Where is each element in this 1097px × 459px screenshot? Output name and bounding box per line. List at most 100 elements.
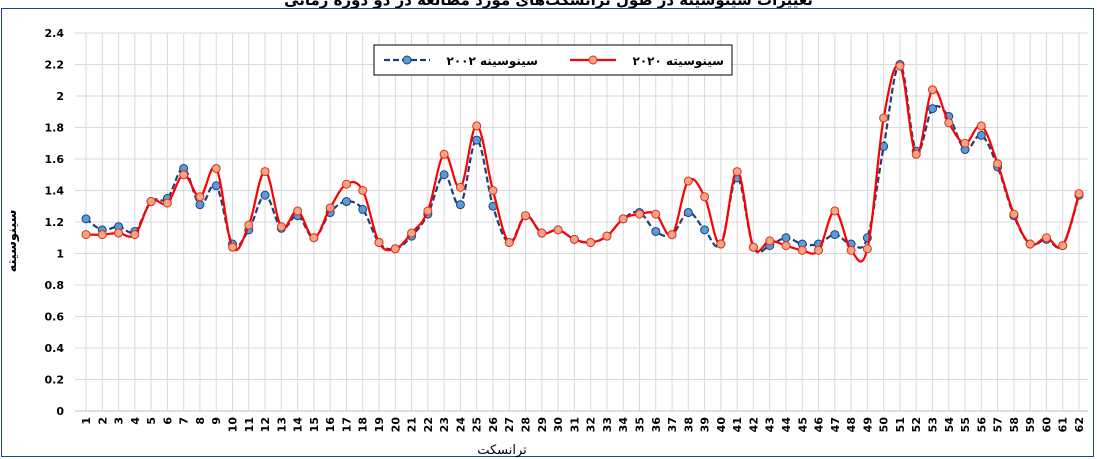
x-tick-label: 57 xyxy=(992,417,1005,432)
data-point xyxy=(81,214,91,224)
x-tick-label: 47 xyxy=(829,417,842,432)
data-point xyxy=(228,242,238,252)
legend: سینوسیته ۲۰۲۰ سینوسینه ۲۰۰۲ xyxy=(373,44,733,76)
data-point xyxy=(781,241,791,251)
data-point xyxy=(846,245,856,255)
data-point xyxy=(879,113,889,123)
data-point xyxy=(423,206,433,216)
y-tick-label: 0.6 xyxy=(45,311,65,324)
data-point xyxy=(358,186,368,195)
chart-caption: تغییرات سینوسیته در طول ترانسکت‌های مورد… xyxy=(0,0,1097,8)
x-tick-label: 10 xyxy=(227,417,240,433)
x-tick-label: 30 xyxy=(552,417,565,433)
x-tick-label: 31 xyxy=(568,417,581,432)
y-tick-label: 2.2 xyxy=(45,59,65,72)
x-tick-label: 7 xyxy=(178,417,191,425)
data-point xyxy=(537,228,547,238)
x-tick-label: 48 xyxy=(845,417,858,432)
data-point xyxy=(1058,241,1068,251)
x-tick-label: 38 xyxy=(682,417,695,432)
x-tick-label: 28 xyxy=(520,417,533,432)
x-tick-label: 25 xyxy=(471,417,484,432)
legend-label-2020: سینوسیته ۲۰۲۰ xyxy=(633,54,724,69)
x-tick-label: 15 xyxy=(308,417,321,432)
y-tick-label: 0 xyxy=(56,405,64,418)
data-point xyxy=(130,230,140,240)
data-point xyxy=(211,181,221,191)
x-tick-label: 17 xyxy=(340,417,353,432)
x-tick-label: 44 xyxy=(780,417,793,433)
x-tick-label: 42 xyxy=(747,417,760,432)
x-tick-label: 33 xyxy=(601,417,614,432)
x-tick-label: 55 xyxy=(959,417,972,432)
y-tick-label: 1.4 xyxy=(45,185,65,198)
x-tick-label: 5 xyxy=(145,417,158,425)
data-point xyxy=(374,237,384,247)
x-tick-label: 51 xyxy=(894,417,907,432)
legend-label-2002: سینوسینه ۲۰۰۲ xyxy=(447,54,538,69)
data-point xyxy=(276,222,286,232)
x-tick-label: 62 xyxy=(1073,417,1086,432)
data-point xyxy=(211,163,221,173)
x-tick-label: 46 xyxy=(813,417,826,433)
data-point xyxy=(439,149,449,159)
x-tick-label: 14 xyxy=(292,417,305,433)
y-tick-label: 1.6 xyxy=(45,153,65,166)
data-point xyxy=(634,209,644,219)
data-point xyxy=(1041,233,1051,243)
axis-layer: 00.20.40.60.811.21.41.61.822.22.41 2 3 4 5 6 7… xyxy=(45,27,1088,433)
x-tick-label: 52 xyxy=(910,417,923,432)
data-point xyxy=(179,170,189,180)
data-point xyxy=(781,233,791,243)
data-point xyxy=(553,225,563,235)
x-tick-label: 1 xyxy=(80,417,93,425)
x-tick-label: 20 xyxy=(389,417,402,433)
x-tick-label: 35 xyxy=(633,417,646,432)
x-tick-label: 6 xyxy=(161,417,174,425)
data-point xyxy=(862,244,872,254)
data-point xyxy=(683,176,693,186)
series-2020 xyxy=(81,61,1084,263)
x-tick-label: 4 xyxy=(129,417,142,425)
y-tick-label: 2.4 xyxy=(45,27,65,40)
x-tick-label: 54 xyxy=(943,417,956,433)
data-point xyxy=(293,206,303,216)
x-tick-label: 27 xyxy=(503,417,516,432)
x-tick-label: 41 xyxy=(731,417,744,432)
data-point xyxy=(586,237,596,247)
x-tick-label: 22 xyxy=(422,417,435,432)
x-tick-label: 21 xyxy=(406,417,419,432)
chart-frame: 0 0.2 0.4 0.6 0.8 1 1.2 1.4 1.6 1.8 2 2.2 2.4 1 2 3 4 5 6 7… xyxy=(1,8,1094,458)
x-tick-label: 40 xyxy=(715,417,728,433)
data-point xyxy=(472,135,482,145)
x-tick-label: 19 xyxy=(373,417,386,432)
data-point xyxy=(407,228,417,238)
data-point xyxy=(895,61,905,71)
chart-svg: 00.20.40.60.811.21.41.61.822.22.41 2 3 4 5 6 7… xyxy=(5,27,1088,458)
x-tick-label: 23 xyxy=(438,417,451,432)
x-tick-label: 11 xyxy=(243,417,256,432)
data-point xyxy=(765,236,775,246)
y-tick-label: 0.8 xyxy=(45,279,65,292)
x-tick-label: 36 xyxy=(650,417,663,433)
grid-layer xyxy=(75,32,1088,412)
x-tick-label: 61 xyxy=(1057,417,1070,432)
x-tick-label: 9 xyxy=(210,417,223,425)
data-point xyxy=(944,118,954,128)
data-point xyxy=(488,186,498,195)
y-tick-label: 1.2 xyxy=(45,216,65,229)
data-point xyxy=(114,228,124,238)
data-point xyxy=(911,149,921,159)
x-tick-label: 49 xyxy=(861,417,874,432)
x-tick-label: 18 xyxy=(357,417,370,432)
data-point xyxy=(195,200,205,210)
data-point xyxy=(472,121,482,131)
data-point xyxy=(667,230,677,240)
x-axis-title: ترانسکت xyxy=(477,443,527,458)
y-tick-label: 0.4 xyxy=(45,342,65,355)
x-tick-label: 58 xyxy=(1008,417,1021,432)
x-tick-label: 39 xyxy=(699,417,712,432)
data-point xyxy=(260,190,270,200)
x-tick-label: 34 xyxy=(617,417,630,433)
